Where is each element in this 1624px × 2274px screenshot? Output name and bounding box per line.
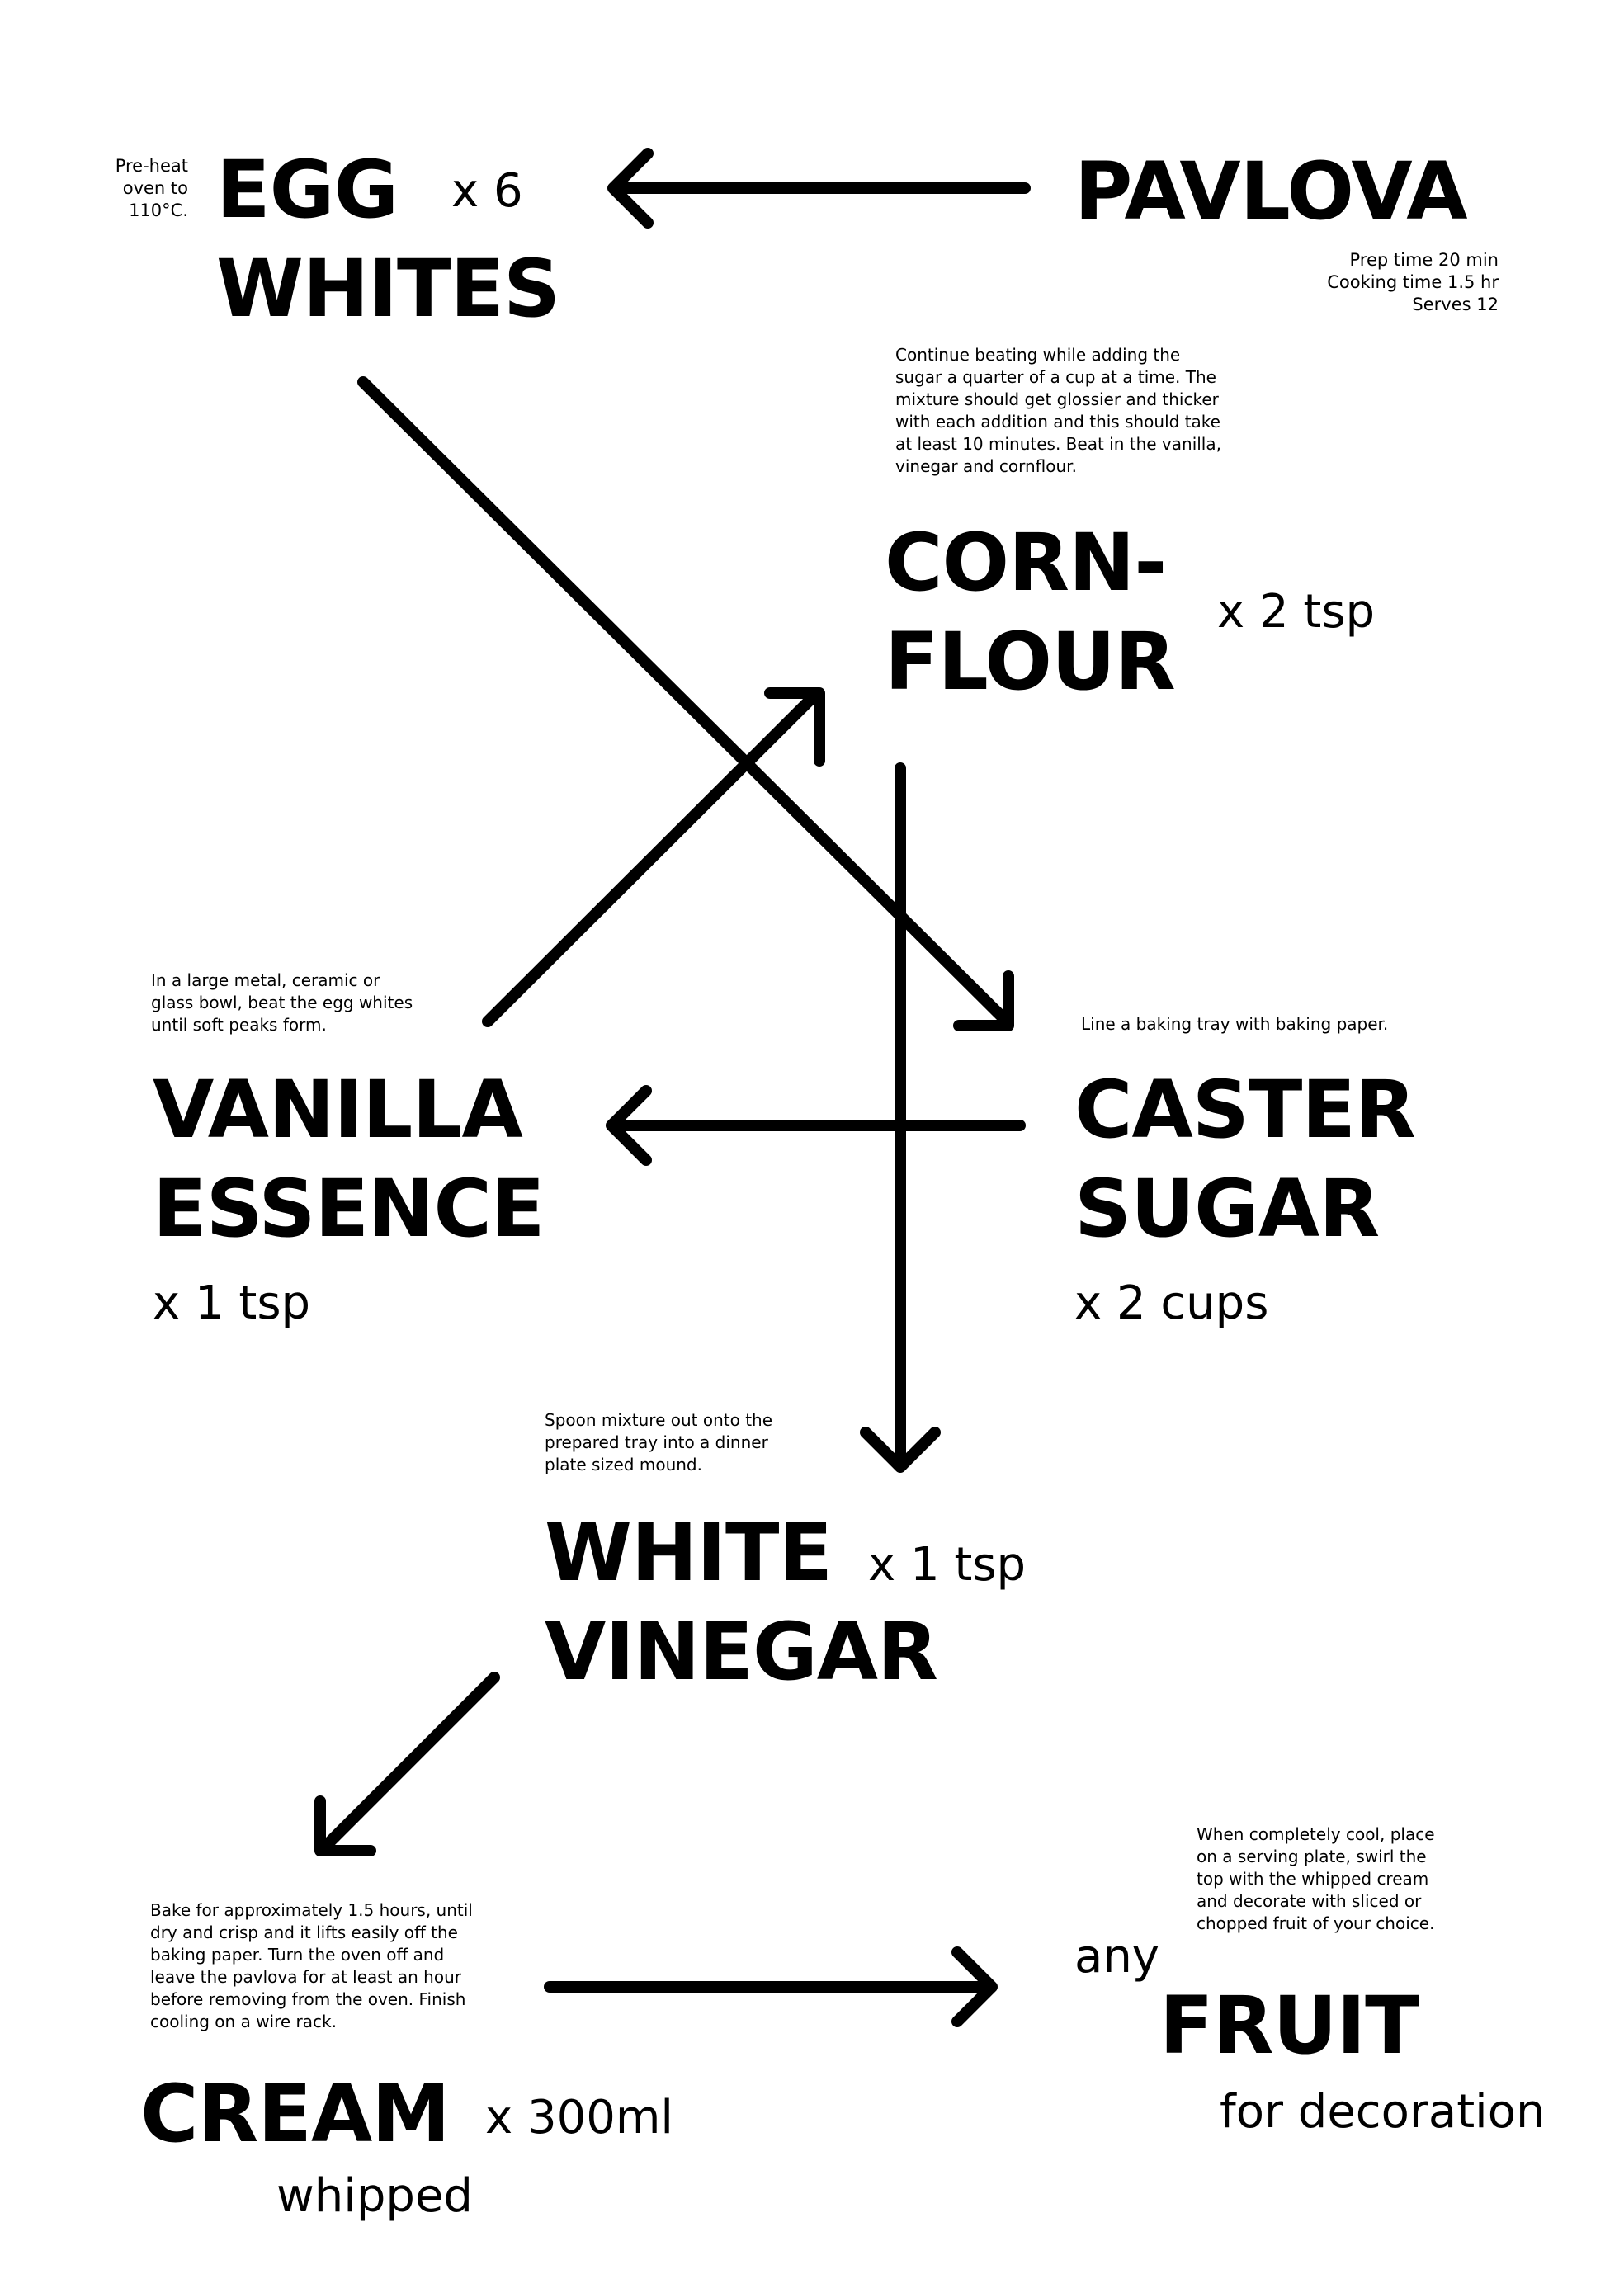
- arrow-white-vinegar-to-cream: [314, 1672, 500, 1856]
- ingredient-name-line1: WHITE: [545, 1507, 833, 1599]
- arrow-cornflour-to-white-vinegar: [860, 762, 941, 1473]
- recipe-meta: Prep time 20 min Cooking time 1.5 hr Ser…: [1327, 249, 1499, 316]
- step-decorate: When completely cool, place on a serving…: [1197, 1824, 1435, 1933]
- ingredient-quantity: x 1 tsp: [868, 1538, 1027, 1592]
- ingredient-name-line1: CASTER: [1074, 1064, 1416, 1156]
- step-preheat: Pre-heat oven to 110°C.: [115, 156, 188, 220]
- ingredient-name: CREAM: [140, 2068, 451, 2160]
- ingredient-quantity: x 2 cups: [1074, 1276, 1269, 1330]
- prep-time: Prep time 20 min: [1349, 250, 1499, 270]
- ingredient-name-line1: VANILLA: [153, 1064, 523, 1156]
- fruit-note: for decoration: [1220, 2085, 1546, 2139]
- step-beat-whites: In a large metal, ceramic or glass bowl,…: [151, 970, 413, 1035]
- ingredient-name-line2: WHITES: [216, 243, 560, 335]
- step-spoon-out: Spoon mixture out onto the prepared tray…: [545, 1410, 773, 1474]
- ingredient-name-line2: ESSENCE: [153, 1163, 545, 1255]
- recipe-title: PAVLOVA: [1074, 145, 1467, 238]
- ingredient-quantity: x 6: [451, 164, 523, 218]
- fruit-prefix: any: [1074, 1930, 1159, 1984]
- arrow-cream-to-fruit: [544, 1946, 998, 2027]
- ingredient-quantity: x 1 tsp: [153, 1276, 311, 1330]
- ingredient-name-line2: VINEGAR: [545, 1606, 938, 1698]
- ingredient-name-line1: CORN-: [885, 517, 1167, 609]
- ingredient-name-line1: EGG: [216, 144, 399, 236]
- ingredient-name-line2: SUGAR: [1074, 1163, 1380, 1255]
- cooking-time: Cooking time 1.5 hr: [1327, 272, 1499, 292]
- cream-note: whipped: [276, 2169, 473, 2223]
- step-add-sugar: Continue beating while adding the sugar …: [895, 345, 1221, 476]
- arrow-vanilla-to-cornflour: [482, 687, 825, 1027]
- ingredient-quantity: x 300ml: [485, 2091, 673, 2144]
- serves: Serves 12: [1412, 295, 1499, 314]
- arrow-pavlova-to-egg-whites: [607, 148, 1031, 229]
- step-bake: Bake for approximately 1.5 hours, until …: [150, 1900, 473, 2031]
- arrow-caster-sugar-to-vanilla: [606, 1085, 1026, 1166]
- ingredient-name: FRUIT: [1159, 1979, 1419, 2072]
- ingredient-name-line2: FLOUR: [885, 616, 1176, 708]
- step-line-tray: Line a baking tray with baking paper.: [1081, 1014, 1389, 1034]
- ingredient-quantity: x 2 tsp: [1217, 585, 1376, 639]
